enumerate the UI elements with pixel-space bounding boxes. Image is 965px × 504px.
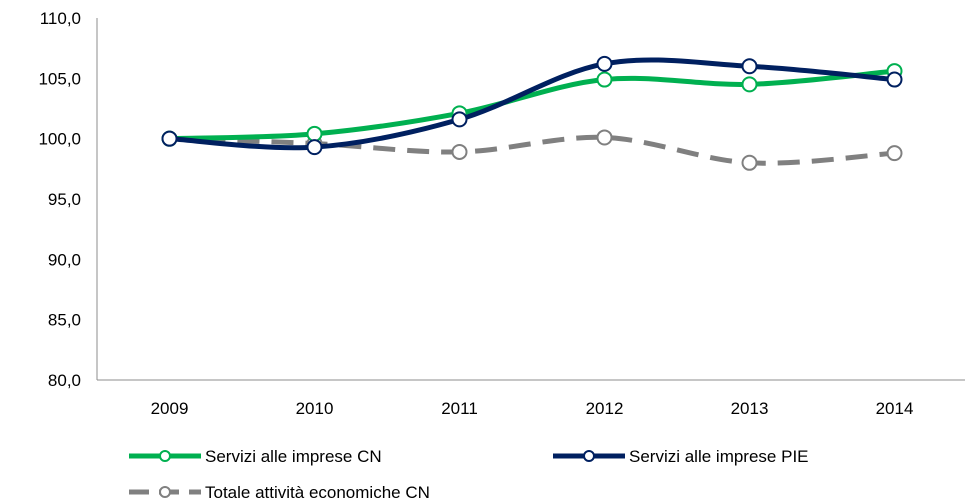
x-tick-label: 2012 xyxy=(586,399,624,418)
series-0 xyxy=(161,63,903,147)
x-tick-label: 2009 xyxy=(151,399,189,418)
y-tick-label: 105,0 xyxy=(38,69,81,88)
data-point-marker xyxy=(596,55,613,72)
y-tick-label: 95,0 xyxy=(48,190,81,209)
legend: Servizi alle imprese CN Servizi alle impr… xyxy=(129,447,809,502)
x-tick-label: 2011 xyxy=(441,399,478,418)
data-point-marker xyxy=(741,58,758,75)
data-point-marker xyxy=(306,139,323,156)
data-point-marker xyxy=(451,111,468,128)
legend-swatch-marker xyxy=(159,450,171,462)
series-layer xyxy=(161,55,903,171)
x-tick-label: 2013 xyxy=(731,399,769,418)
series-line xyxy=(167,57,897,151)
x-tick-label: 2010 xyxy=(296,399,334,418)
data-point-marker xyxy=(886,71,903,88)
data-point-marker xyxy=(451,143,468,160)
data-point-marker xyxy=(741,76,758,93)
y-tick-labels: 80,0 85,0 90,0 95,0 100,0 105,0 110,0 xyxy=(38,9,81,390)
data-point-marker xyxy=(886,145,903,162)
y-tick-label: 85,0 xyxy=(48,311,81,330)
data-point-marker xyxy=(306,125,323,142)
legend-item: Servizi alle imprese PIE xyxy=(553,447,809,466)
x-tick-labels: 2009 2010 2011 2012 2013 2014 xyxy=(151,399,914,418)
y-tick-label: 100,0 xyxy=(38,130,81,149)
data-point-marker xyxy=(161,130,178,147)
y-tick-label: 90,0 xyxy=(48,250,81,269)
legend-label: Servizi alle imprese CN xyxy=(205,447,382,466)
x-tick-label: 2014 xyxy=(876,399,914,418)
series-1 xyxy=(161,55,903,156)
legend-swatch-marker xyxy=(583,450,595,462)
legend-label: Totale attività economiche CN xyxy=(205,483,430,502)
series-line xyxy=(169,134,895,166)
data-point-marker xyxy=(596,71,613,88)
y-tick-label: 110,0 xyxy=(40,9,81,28)
y-tick-label: 80,0 xyxy=(48,371,81,390)
series-line xyxy=(167,68,897,142)
legend-label: Servizi alle imprese PIE xyxy=(629,447,809,466)
legend-swatch-marker xyxy=(159,486,171,498)
legend-item: Servizi alle imprese CN xyxy=(129,447,382,466)
axes xyxy=(96,18,965,381)
data-point-marker xyxy=(741,154,758,171)
legend-item: Totale attività economiche CN xyxy=(129,483,430,502)
data-point-marker xyxy=(596,129,613,146)
